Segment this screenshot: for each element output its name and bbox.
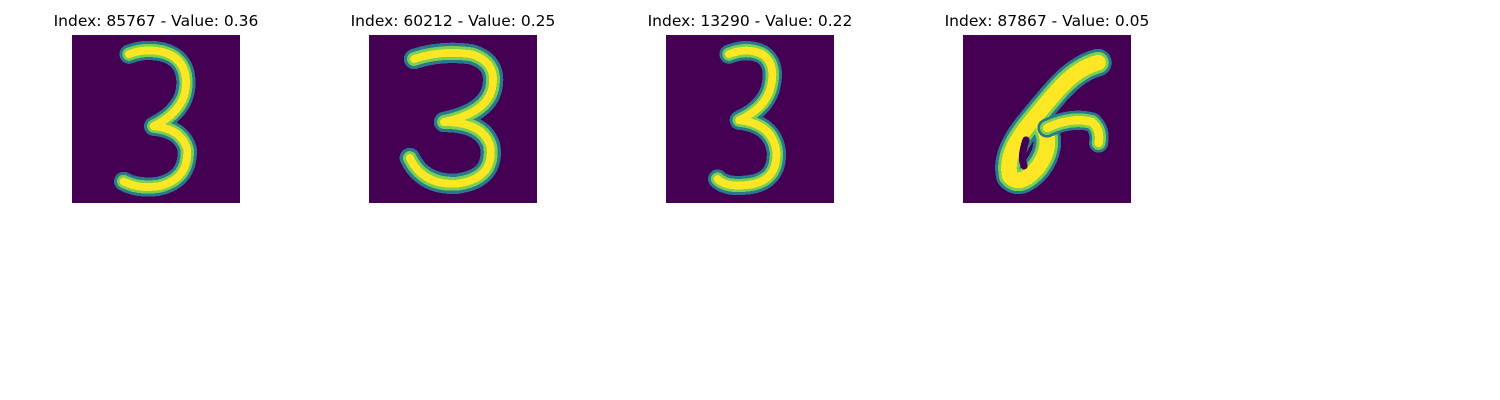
digit-image-1 xyxy=(72,35,240,203)
panel-1: Index: 85767 - Value: 0.36 xyxy=(26,10,286,205)
digit-image-3 xyxy=(666,35,834,203)
panel-3: Index: 13290 - Value: 0.22 xyxy=(620,10,880,205)
digit-image-2 xyxy=(369,35,537,203)
panel-title: Index: 13290 - Value: 0.22 xyxy=(647,12,853,30)
panel-title: Index: 85767 - Value: 0.36 xyxy=(53,12,259,30)
digit-image-4 xyxy=(963,35,1131,203)
panel-title: Index: 87867 - Value: 0.05 xyxy=(944,12,1150,30)
panel-4: Index: 87867 - Value: 0.05 xyxy=(917,10,1177,205)
panel-title: Index: 60212 - Value: 0.25 xyxy=(350,12,556,30)
panel-2: Index: 60212 - Value: 0.25 xyxy=(323,10,583,205)
